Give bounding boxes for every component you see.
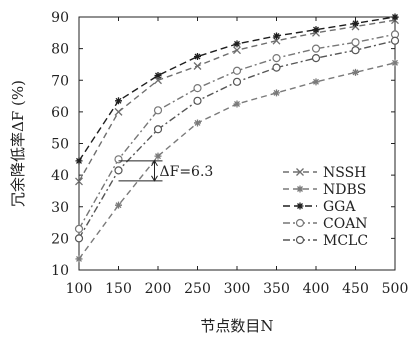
- annot-arrowhead-top: [151, 159, 158, 167]
- x-tick-label: 500: [382, 281, 409, 297]
- data-point: [295, 218, 305, 228]
- data-point: [193, 84, 202, 93]
- legend-label: NDBS: [323, 182, 366, 198]
- series-coan: [74, 30, 400, 233]
- data-point: [115, 201, 122, 209]
- data-point: [193, 62, 202, 70]
- data-point: [311, 44, 321, 53]
- data-point: [193, 96, 202, 105]
- x-tick-label: 250: [184, 281, 211, 297]
- data-point: [154, 152, 162, 160]
- x-tick-label: 300: [224, 281, 251, 297]
- data-point: [114, 155, 123, 164]
- annot-arrowhead-bottom: [151, 175, 158, 182]
- y-tick-label: 30: [51, 200, 69, 216]
- legend-entry-gga: GGA: [283, 199, 356, 215]
- data-point: [273, 32, 280, 40]
- x-tick-label: 450: [342, 281, 369, 297]
- series-ndbs: [75, 59, 399, 263]
- annot-label: ΔF=6.3: [160, 164, 214, 180]
- data-point: [153, 106, 163, 115]
- legend-entry-ndbs: NDBS: [283, 182, 366, 198]
- data-point: [194, 119, 201, 127]
- data-point: [312, 78, 320, 86]
- data-point: [74, 234, 84, 243]
- y-tick-label: 60: [51, 105, 69, 121]
- data-point: [233, 46, 241, 55]
- data-point: [114, 166, 123, 175]
- y-tick-label: 40: [51, 168, 69, 184]
- data-point: [352, 68, 359, 76]
- series-gga: [75, 13, 399, 165]
- data-point: [74, 224, 84, 233]
- data-point: [352, 19, 359, 27]
- data-point: [154, 72, 162, 80]
- data-point: [295, 235, 305, 245]
- series-layer: [74, 13, 400, 263]
- x-tick-label: 200: [145, 281, 172, 297]
- data-point: [272, 63, 281, 72]
- data-point: [273, 89, 280, 97]
- data-point: [351, 46, 360, 55]
- series-line: [78, 16, 396, 162]
- y-tick-label: 10: [51, 263, 69, 279]
- y-tick-label: 80: [51, 42, 69, 58]
- data-point: [75, 255, 83, 263]
- y-tick-label: 20: [51, 231, 69, 247]
- x-tick-label: 350: [263, 281, 290, 297]
- data-point: [232, 66, 242, 75]
- x-tick-label: 100: [66, 281, 93, 297]
- data-point: [391, 13, 399, 21]
- annotation: ΔF=6.3: [118, 159, 214, 182]
- x-tick-label: 150: [105, 281, 132, 297]
- y-tick-label: 50: [51, 137, 69, 153]
- legend-entry-coan: COAN: [283, 216, 368, 232]
- x-tick-label: 400: [303, 281, 330, 297]
- data-point: [75, 177, 83, 186]
- legend-entry-mclc: MCLC: [283, 233, 368, 249]
- x-axis-title: 节点数目N: [200, 317, 273, 335]
- data-point: [115, 97, 122, 105]
- y-tick-label: 70: [51, 73, 69, 89]
- y-tick-label: 90: [51, 10, 69, 26]
- data-point: [114, 107, 123, 116]
- data-point: [194, 53, 201, 61]
- data-point: [75, 157, 83, 165]
- data-point: [296, 202, 304, 210]
- series-mclc: [74, 36, 400, 243]
- legend-label: GGA: [323, 199, 356, 215]
- legend-label: NSSH: [323, 165, 366, 181]
- data-point: [311, 54, 321, 63]
- y-axis-title: 冗余降低率ΔF (%): [9, 80, 27, 207]
- axes: 100 150 200 250 300 350 400 450 500 10 20 30 40 50 60 7…: [9, 10, 408, 335]
- legend-label: MCLC: [323, 233, 368, 249]
- data-point: [296, 185, 304, 193]
- data-point: [233, 100, 241, 108]
- data-point: [390, 36, 400, 45]
- data-point: [351, 38, 360, 47]
- data-point: [272, 54, 281, 63]
- data-point: [233, 40, 241, 48]
- data-point: [296, 168, 304, 176]
- legend-label: COAN: [323, 216, 368, 232]
- data-point: [153, 125, 163, 134]
- data-point: [232, 77, 242, 86]
- data-point: [391, 59, 399, 67]
- legend-entry-nssh: NSSH: [283, 165, 366, 181]
- data-point: [312, 26, 320, 34]
